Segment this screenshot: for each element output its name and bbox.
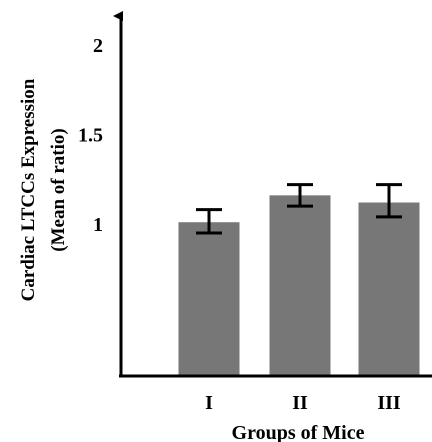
y-tick-label-2: 2 [93, 35, 103, 57]
y-axis-label-line1: Cardiac LTCCs Expression [18, 78, 39, 301]
bar-III [358, 202, 420, 376]
error-bar-II [287, 183, 313, 208]
error-bar-III [376, 183, 402, 219]
y-axis-label-group: Cardiac LTCCs Expression [18, 78, 39, 301]
y-tick-label-1: 1 [93, 214, 103, 236]
error-bars [196, 183, 402, 235]
x-axis-label: Groups of Mice [232, 422, 365, 442]
y-tick-label-1.5: 1.5 [78, 125, 103, 147]
x-tick-label-II: II [292, 392, 308, 414]
x-tick-label-I: I [205, 392, 213, 414]
bars [178, 195, 420, 376]
y-axis-label-group-2: (Mean of ratio) [48, 128, 69, 251]
error-bar-I [196, 208, 222, 235]
y-axis-label-line2: (Mean of ratio) [48, 128, 69, 251]
bar-I [178, 222, 240, 376]
x-tick-label-III: III [377, 392, 401, 414]
y-tick-labels: 11.52 [78, 35, 103, 236]
bar-II [269, 195, 331, 376]
x-tick-labels: I II III [205, 392, 401, 414]
